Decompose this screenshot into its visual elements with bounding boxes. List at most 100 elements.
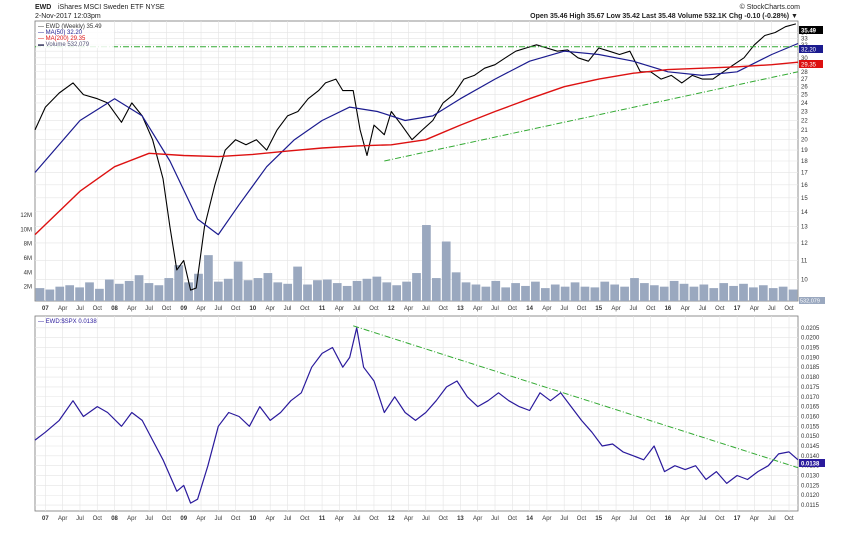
x-tick-label-top: Oct [784, 306, 794, 312]
svg-text:532,079: 532,079 [800, 299, 820, 305]
price-y-tick-label: 12 [801, 241, 808, 247]
x-tick-label-top: Oct [300, 306, 310, 312]
ratio-legend: — EWD:$SPX 0.0138 [38, 319, 97, 325]
price-y-tick-label: 23 [801, 109, 808, 115]
x-tick-label-bottom: 16 [665, 516, 672, 522]
volume-y-tick-label: 4M [24, 270, 32, 276]
price-y-tick-label: 15 [801, 196, 808, 202]
volume-bar [85, 282, 94, 301]
volume-bar [580, 286, 590, 301]
x-tick-label-bottom: 17 [734, 516, 741, 522]
x-tick-label-bottom: Oct [162, 516, 172, 522]
ratio-lines [34, 325, 799, 504]
x-tick-label-bottom: Apr [750, 516, 759, 522]
legend-volume: ▬ Volume 532,079 [38, 42, 90, 48]
volume-bar [402, 281, 411, 301]
x-tick-label-bottom: 14 [526, 516, 533, 522]
volume-bar [422, 225, 431, 301]
price-y-tick-label: 13 [801, 225, 808, 231]
volume-bar [332, 283, 342, 301]
ratio-y-tick-label: 0.0155 [801, 424, 820, 430]
ratio-y-tick-label: 0.0160 [801, 414, 820, 420]
header-name: iShares MSCI Sweden ETF NYSE [58, 4, 165, 11]
x-tick-label-bottom: Jul [353, 516, 361, 522]
volume-bar [610, 284, 620, 301]
ratio-grid [35, 316, 798, 511]
series-line-price [34, 23, 797, 291]
volume-bar [550, 284, 560, 301]
x-tick-label-top: 14 [526, 306, 533, 312]
x-tick-label-top: 10 [250, 306, 257, 312]
x-tick-label-top: Apr [750, 306, 759, 312]
volume-y-tick-label: 8M [24, 242, 32, 248]
price-y-tick-label: 10 [801, 278, 808, 284]
x-tick-label-top: Apr [266, 306, 275, 312]
legend-price: — EWD (Weekly) 35.49 [38, 24, 102, 30]
ratio-y-tick-label: 0.0205 [801, 326, 820, 332]
volume-bar [213, 281, 223, 301]
volume-bar [45, 289, 55, 301]
volume-bar [451, 272, 461, 301]
x-tick-label-bottom: Jul [422, 516, 430, 522]
volume-bar [431, 278, 441, 301]
price-y-tick-label: 18 [801, 159, 808, 165]
x-tick-label-top: Oct [715, 306, 725, 312]
volume-bar [184, 282, 193, 301]
x-tick-label-top: Jul [422, 306, 430, 312]
volume-bar [768, 288, 778, 301]
price-y-tick-label: 11 [801, 258, 808, 264]
volume-bar [75, 287, 84, 301]
x-tick-label-bottom: Apr [127, 516, 136, 522]
price-y-tick-label: 22 [801, 118, 808, 124]
volume-bar [659, 286, 669, 301]
x-tick-label-top: 15 [595, 306, 602, 312]
volume-bar [134, 275, 144, 301]
volume-bar [352, 280, 362, 301]
x-tick-label-top: 09 [180, 306, 187, 312]
ratio-y-tick-label: 0.0115 [801, 503, 820, 509]
volume-bar [491, 280, 501, 301]
ratio-y-tick-label: 0.0130 [801, 474, 820, 480]
volume-bar [729, 285, 738, 301]
volume-bar [154, 285, 164, 301]
ratio-y-tick-label: 0.0120 [801, 493, 820, 499]
volume-bar [560, 286, 570, 301]
legend-ma200: — MA(200) 29.35 [38, 36, 86, 42]
price-y-tick-label: 17 [801, 171, 808, 177]
ratio-y-tick-label: 0.0170 [801, 395, 820, 401]
x-axis-bottom: 07 Apr Jul Oct 08 Apr Jul Oct 09 Apr Jul Oct 10 Apr Ju… [42, 516, 794, 522]
x-tick-label-bottom: 08 [111, 516, 118, 522]
x-tick-label-bottom: Jul [560, 516, 568, 522]
ratio-y-tick-label: 0.0125 [801, 483, 820, 489]
x-tick-label-bottom: Jul [214, 516, 222, 522]
x-tick-label-bottom: Jul [699, 516, 707, 522]
volume-bar [600, 281, 610, 301]
x-axis-top: 07 Apr Jul Oct 08 Apr Jul Oct 09 Apr Jul Oct 10 Apr Ju… [42, 306, 794, 312]
volume-bar [689, 286, 699, 301]
ratio-panel [34, 315, 799, 512]
volume-bar [461, 282, 471, 301]
volume-bar [35, 288, 45, 301]
ratio-y-tick-label: 0.0195 [801, 346, 820, 352]
legend-ma50: — MA(50) 32.20 [38, 30, 83, 36]
volume-y-axis: 2M 4M 6M 8M 10M 12M [20, 213, 32, 291]
header-date: 2-Nov-2017 12:03pm [35, 13, 101, 20]
x-tick-label-top: 17 [734, 306, 741, 312]
x-tick-label-bottom: 11 [319, 516, 326, 522]
price-y-tick-label: 30 [801, 56, 808, 62]
x-tick-label-bottom: Jul [145, 516, 153, 522]
x-tick-label-top: Oct [162, 306, 172, 312]
volume-bar [243, 280, 253, 301]
volume-bar [303, 284, 312, 301]
ratio-y-tick-label: 0.0145 [801, 444, 820, 450]
volume-bar [739, 283, 748, 301]
x-tick-label-top: 07 [42, 306, 49, 312]
x-tick-label-top: Oct [646, 306, 656, 312]
volume-bar [570, 282, 580, 301]
x-tick-label-bottom: Oct [93, 516, 103, 522]
volume-bar [521, 285, 530, 301]
volume-bar [95, 288, 104, 301]
x-tick-label-bottom: 09 [180, 516, 187, 522]
x-tick-label-top: Apr [611, 306, 620, 312]
svg-text:32.20: 32.20 [801, 48, 817, 54]
